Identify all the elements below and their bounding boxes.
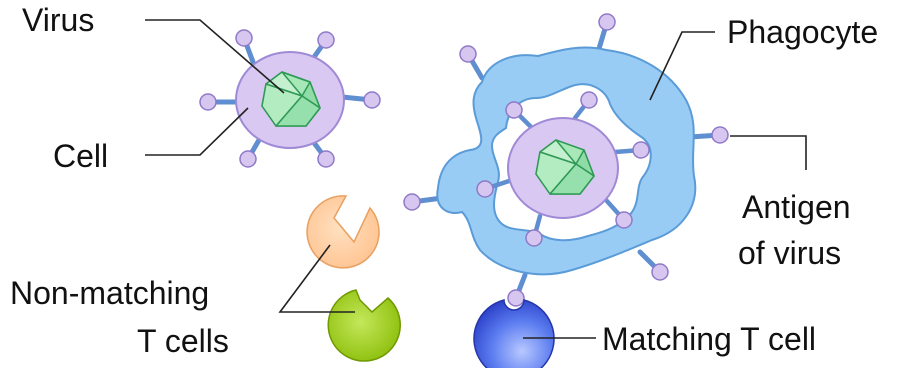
label-antigen-line1: Antigen xyxy=(742,189,851,225)
phagocyte-antigen-knobs xyxy=(403,13,729,307)
leader-nonmatching xyxy=(278,244,355,313)
t-cell-green-nonmatching xyxy=(327,289,401,362)
label-cell: Cell xyxy=(53,138,108,174)
leader-phagocyte xyxy=(649,31,715,101)
inner-antigen-knobs xyxy=(476,91,650,247)
label-nonmatching-line1: Non-matching xyxy=(10,275,209,311)
label-phagocyte: Phagocyte xyxy=(727,14,878,50)
t-cell-blue-matching xyxy=(473,299,555,368)
label-matching: Matching T cell xyxy=(602,321,816,357)
leader-cell xyxy=(145,107,249,156)
leader-lines xyxy=(145,19,807,339)
cell-antigen-knobs xyxy=(199,29,381,168)
label-virus: Virus xyxy=(22,2,94,38)
leader-virus xyxy=(145,19,285,94)
engulfed-virus-capsid xyxy=(535,139,595,195)
phagocyte xyxy=(403,13,729,307)
t-cell-orange-nonmatching xyxy=(306,195,380,269)
label-antigen-line2: of virus xyxy=(738,235,841,271)
leader-antigen xyxy=(730,135,807,170)
infected-cell xyxy=(199,29,381,168)
label-nonmatching-line2: T cells xyxy=(137,323,229,359)
